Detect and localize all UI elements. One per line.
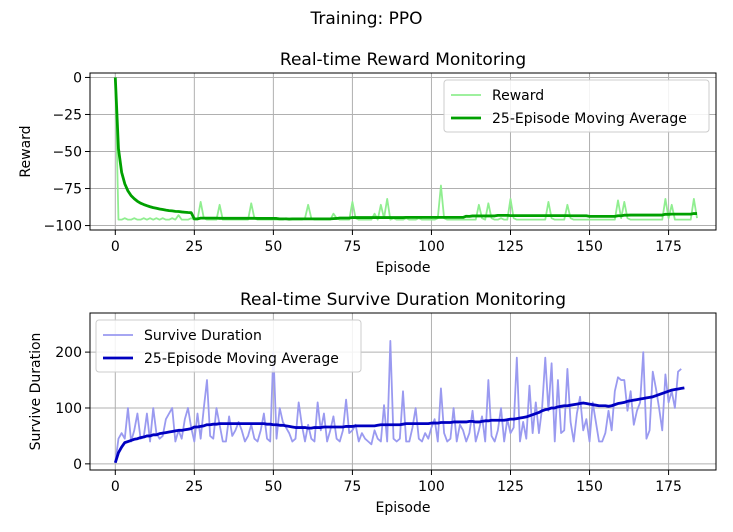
y-axis-label: Reward (18, 125, 34, 177)
x-tick-label: 150 (576, 239, 603, 255)
x-tick-label: 75 (344, 479, 362, 495)
y-tick-label: −50 (52, 145, 82, 161)
figure-title: Training: PPO (309, 9, 422, 29)
y-tick-label: 0 (73, 70, 82, 86)
y-tick-label: −100 (44, 219, 82, 235)
x-tick-label: 125 (497, 239, 524, 255)
reward-chart: Real-time Reward Monitoring 0 25 50 75 100 125… (18, 50, 717, 276)
x-tick-label: 25 (185, 479, 203, 495)
x-tick-label: 0 (111, 239, 120, 255)
legend-label: 25-Episode Moving Average (144, 351, 339, 367)
legend-box (443, 79, 710, 133)
series-line-moving-average (113, 77, 698, 221)
x-tick-label: 25 (185, 239, 203, 255)
y-tick-label: 200 (55, 345, 82, 361)
series-line-raw (114, 340, 682, 463)
x-tick-label: 50 (264, 479, 282, 495)
y-tick-label: 0 (73, 457, 82, 473)
x-tick-label: 175 (655, 239, 682, 255)
x-axis-label: Episode (376, 260, 431, 276)
x-axis-label: Episode (376, 500, 431, 516)
x-tick-label: 75 (344, 239, 362, 255)
x-tick-label: 100 (418, 239, 445, 255)
legend-label: 25-Episode Moving Average (492, 111, 687, 127)
legend-box (95, 319, 362, 373)
x-tick-label: 150 (576, 479, 603, 495)
x-tick-label: 0 (111, 479, 120, 495)
y-tick-label: −25 (52, 107, 82, 123)
x-tick-label: 50 (264, 239, 282, 255)
x-tick-label: 100 (418, 479, 445, 495)
y-tick-label: −75 (52, 182, 82, 198)
chart-title: Real-time Reward Monitoring (280, 50, 526, 70)
legend-label: Reward (492, 88, 544, 104)
legend-label: Survive Duration (144, 328, 262, 344)
y-axis-label: Survive Duration (28, 333, 44, 451)
survive-duration-chart: Real-time Survive Duration Monitoring 0 25… (28, 290, 717, 516)
x-tick-label: 125 (497, 479, 524, 495)
plot-frame (89, 312, 717, 471)
x-tick-label: 175 (655, 479, 682, 495)
y-tick-label: 100 (55, 401, 82, 417)
chart-title: Real-time Survive Duration Monitoring (240, 290, 566, 310)
series-line-moving-average (113, 386, 685, 464)
